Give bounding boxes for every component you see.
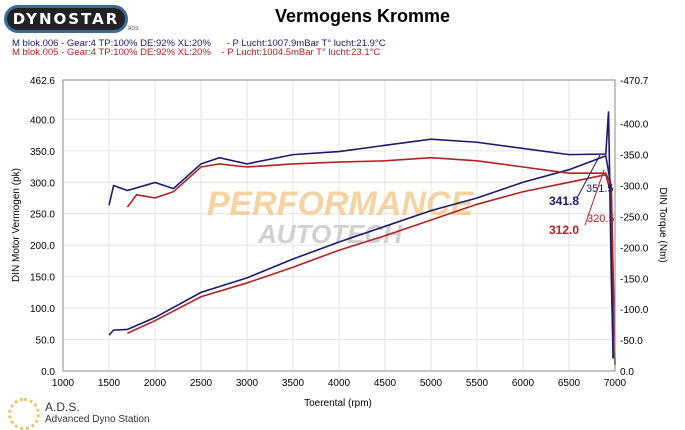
run-2-label: M blok.005 - Gear:4 TP:100% DE:92% XL:20… <box>12 47 211 58</box>
footer-title: A.D.S. <box>45 400 80 414</box>
series-line-4 <box>126 156 616 365</box>
series-line-1 <box>108 154 614 359</box>
x-tick-label: 4500 <box>374 378 397 389</box>
x-tick-label: 1500 <box>98 378 121 389</box>
y2-tick-label: -250.0 <box>620 212 649 223</box>
run-info-2: M blok.005 - Gear:4 TP:100% DE:92% XL:20… <box>12 47 380 58</box>
y2-tick-label: 0.0 <box>620 367 634 378</box>
ads-emblem-icon <box>8 398 40 430</box>
x-tick-label: 4000 <box>328 378 351 389</box>
y-tick-label: 462.6 <box>30 76 55 87</box>
x-tick-label: 2000 <box>144 378 167 389</box>
series-line-2 <box>127 173 616 365</box>
x-tick-label: 5500 <box>466 378 489 389</box>
y-tick-label: 250.0 <box>30 210 55 221</box>
watermark-logo: PERFORMANCE <box>207 185 475 223</box>
x-tick-label: 5000 <box>420 378 443 389</box>
x-tick-label: 3000 <box>236 378 259 389</box>
y2-tick-label: -50.0 <box>620 336 643 347</box>
y-axis-label: DIN Motor Vermogen (pk) <box>11 168 22 282</box>
y-tick-label: 50.0 <box>36 336 56 347</box>
series-line-3 <box>108 111 614 359</box>
annotation-leader-red <box>584 169 605 226</box>
chart-title: Vermogens Kromme <box>274 6 451 26</box>
x-tick-label: 2500 <box>190 378 213 389</box>
run-info-1: M blok.006 - Gear:4 TP:100% DE:92% XL:20… <box>12 38 386 49</box>
logo-sub: ADS <box>128 26 139 32</box>
x-tick-label: 1000 <box>52 378 75 389</box>
annotation-power-red: 312.0 <box>549 223 579 237</box>
y-tick-label: 0.0 <box>41 367 55 378</box>
y-tick-label: 150.0 <box>30 273 55 284</box>
x-tick-label: 6000 <box>512 378 535 389</box>
y2-tick-label: -200.0 <box>620 243 649 254</box>
y2-tick-label: -400.0 <box>620 120 649 131</box>
y2-axis-label: DIN Torque (Nm) <box>657 187 668 262</box>
y2-tick-label: -300.0 <box>620 182 649 193</box>
y-tick-label: 300.0 <box>30 178 55 189</box>
run-1-conditions: - P Lucht:1007.9mBar T° lucht:21.9°C <box>226 38 386 49</box>
annotation-torque-blue: 351.5 <box>586 183 614 195</box>
y-tick-label: 400.0 <box>30 115 55 126</box>
annotation-power-blue: 341.8 <box>549 194 579 208</box>
x-axis-label: Toerental (rpm) <box>304 398 372 409</box>
x-tick-label: 3500 <box>282 378 305 389</box>
y2-tick-label: -100.0 <box>620 305 649 316</box>
x-tick-label: 6500 <box>558 378 581 389</box>
dynostar-logo: DYNOSTAR <box>4 5 128 33</box>
footer-subtitle: Advanced Dyno Station <box>45 414 150 425</box>
y2-tick-label: -470.7 <box>620 76 649 87</box>
annotation-leader-blue <box>576 154 601 199</box>
y-tick-label: 350.0 <box>30 147 55 158</box>
y-tick-label: 200.0 <box>30 241 55 252</box>
annotation-torque-red: 320.5 <box>587 213 615 225</box>
watermark-logo-sub: AUTOTECH <box>257 219 403 249</box>
y-tick-label: 100.0 <box>30 304 55 315</box>
y2-tick-label: -150.0 <box>620 274 649 285</box>
run-1-label: M blok.006 - Gear:4 TP:100% DE:92% XL:20… <box>12 38 211 49</box>
run-2-conditions: - P Lucht:1004.5mBar T° lucht:23.1°C <box>221 47 381 58</box>
y2-tick-label: -350.0 <box>620 151 649 162</box>
plot-frame <box>62 79 616 372</box>
x-tick-label: 7000 <box>604 378 627 389</box>
